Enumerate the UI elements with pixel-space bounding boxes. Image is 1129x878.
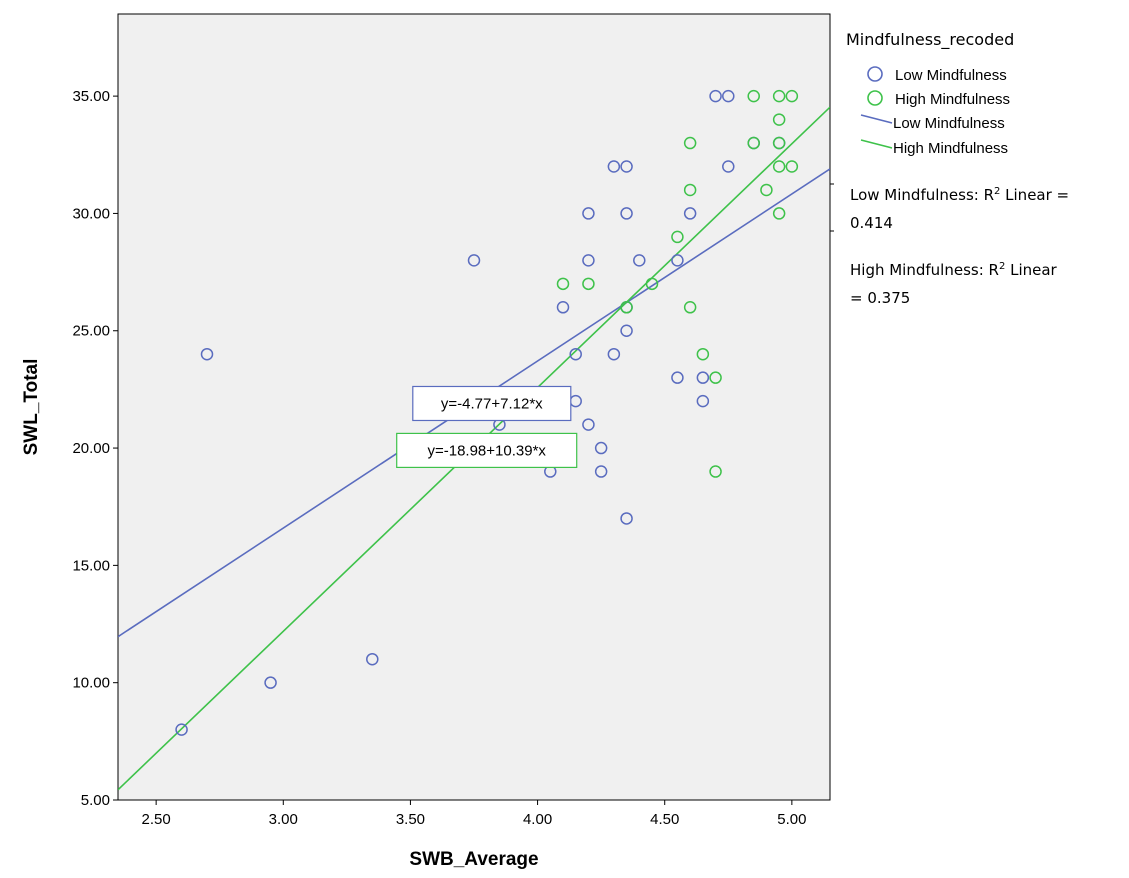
legend-label-high-points: High Mindfulness <box>895 91 1010 108</box>
legend-label-low-points: Low Mindfulness <box>895 67 1007 84</box>
r2-annotations: Low Mindfulness: R2 Linear = 0.414 High … <box>830 183 1069 307</box>
low-mindfulness-point <box>264 676 277 689</box>
high-mindfulness-point <box>772 89 786 103</box>
equation-box-low <box>412 385 572 422</box>
y-tick-label: 35.00 <box>72 88 110 105</box>
high-mindfulness-point <box>709 465 722 478</box>
low-mindfulness-point <box>683 207 697 220</box>
low-mindfulness-point <box>582 418 595 431</box>
legend-line-low <box>860 114 893 124</box>
r2-high-text: High Mindfulness: R2 Linear <box>850 261 1058 279</box>
r2-low-value: 0.414 <box>850 214 893 232</box>
low-mindfulness-point <box>607 160 621 173</box>
y-tick-label: 20.00 <box>72 440 110 457</box>
y-tick-label: 30.00 <box>72 205 110 222</box>
high-mindfulness-point <box>671 230 684 244</box>
x-axis-title: SWB_Average <box>409 849 538 870</box>
low-mindfulness-point <box>175 723 188 736</box>
high-mindfulness-point <box>785 89 799 103</box>
x-tick-label: 4.50 <box>650 811 679 828</box>
y-tick-label: 25.00 <box>72 323 110 340</box>
high-mindfulness-point <box>772 113 786 126</box>
high-mindfulness-point <box>645 277 659 291</box>
low-mindfulness-point <box>620 324 633 337</box>
legend: Mindfulness_recoded Low Mindfulness High… <box>846 30 1014 157</box>
legend-marker-high <box>867 90 883 106</box>
low-mindfulness-point <box>594 441 608 455</box>
low-mindfulness-point <box>620 207 633 220</box>
r2-low-text: Low Mindfulness: R2 Linear = <box>850 186 1069 204</box>
high-mindfulness-point <box>747 89 760 103</box>
y-axis-title: SWL_Total <box>21 359 42 456</box>
low-mindfulness-point <box>671 371 684 384</box>
r2-high-value: = 0.375 <box>850 289 910 307</box>
x-tick-label: 3.50 <box>396 811 425 828</box>
high-mindfulness-point <box>772 160 786 173</box>
low-mindfulness-point <box>582 254 595 267</box>
low-mindfulness-point <box>696 371 710 384</box>
high-mindfulness-point <box>785 160 799 173</box>
low-mindfulness-point <box>671 254 684 267</box>
high-mindfulness-point <box>683 136 697 150</box>
low-mindfulness-point <box>722 160 735 173</box>
low-mindfulness-point <box>696 394 710 408</box>
legend-line-high <box>860 139 893 149</box>
y-tick-label: 15.00 <box>72 557 110 574</box>
x-tick-label: 5.00 <box>777 811 806 828</box>
legend-marker-low <box>867 66 883 82</box>
high-mindfulness-point <box>582 277 595 291</box>
low-mindfulness-point <box>582 207 595 220</box>
y-tick-label: 10.00 <box>72 675 110 692</box>
low-mindfulness-point <box>709 89 722 103</box>
low-mindfulness-point <box>607 347 621 361</box>
high-mindfulness-point <box>696 347 710 361</box>
low-mindfulness-point <box>366 652 379 666</box>
low-mindfulness-point <box>594 465 608 478</box>
low-mindfulness-point <box>722 89 735 103</box>
legend-title: Mindfulness_recoded <box>846 30 1014 50</box>
high-mindfulness-point <box>683 301 697 314</box>
legend-label-low-line: Low Mindfulness <box>893 115 1005 132</box>
low-mindfulness-point <box>569 347 582 361</box>
equation-label-high: y=-18.98+10.39*x <box>427 442 546 459</box>
x-tick-label: 4.00 <box>523 811 552 828</box>
high-mindfulness-point <box>760 183 773 197</box>
high-mindfulness-point <box>556 277 570 291</box>
low-mindfulness-point <box>200 347 214 361</box>
legend-label-high-line: High Mindfulness <box>893 140 1008 157</box>
low-mindfulness-point <box>633 254 646 267</box>
high-mindfulness-point <box>772 136 786 150</box>
high-mindfulness-point <box>620 301 633 314</box>
high-mindfulness-point <box>709 371 722 384</box>
x-tick-label: 3.00 <box>269 811 298 828</box>
low-mindfulness-point <box>556 301 570 314</box>
low-mindfulness-point <box>620 160 633 173</box>
high-mindfulness-point <box>772 207 786 220</box>
equation-label-low: y=-4.77+7.12*x <box>441 395 543 412</box>
high-mindfulness-point <box>683 183 697 197</box>
x-tick-label: 2.50 <box>142 811 171 828</box>
low-mindfulness-point <box>467 254 481 267</box>
high-mindfulness-point <box>747 136 760 150</box>
y-tick-label: 5.00 <box>81 792 110 809</box>
low-mindfulness-point <box>620 512 633 525</box>
equation-box-high <box>396 432 578 469</box>
